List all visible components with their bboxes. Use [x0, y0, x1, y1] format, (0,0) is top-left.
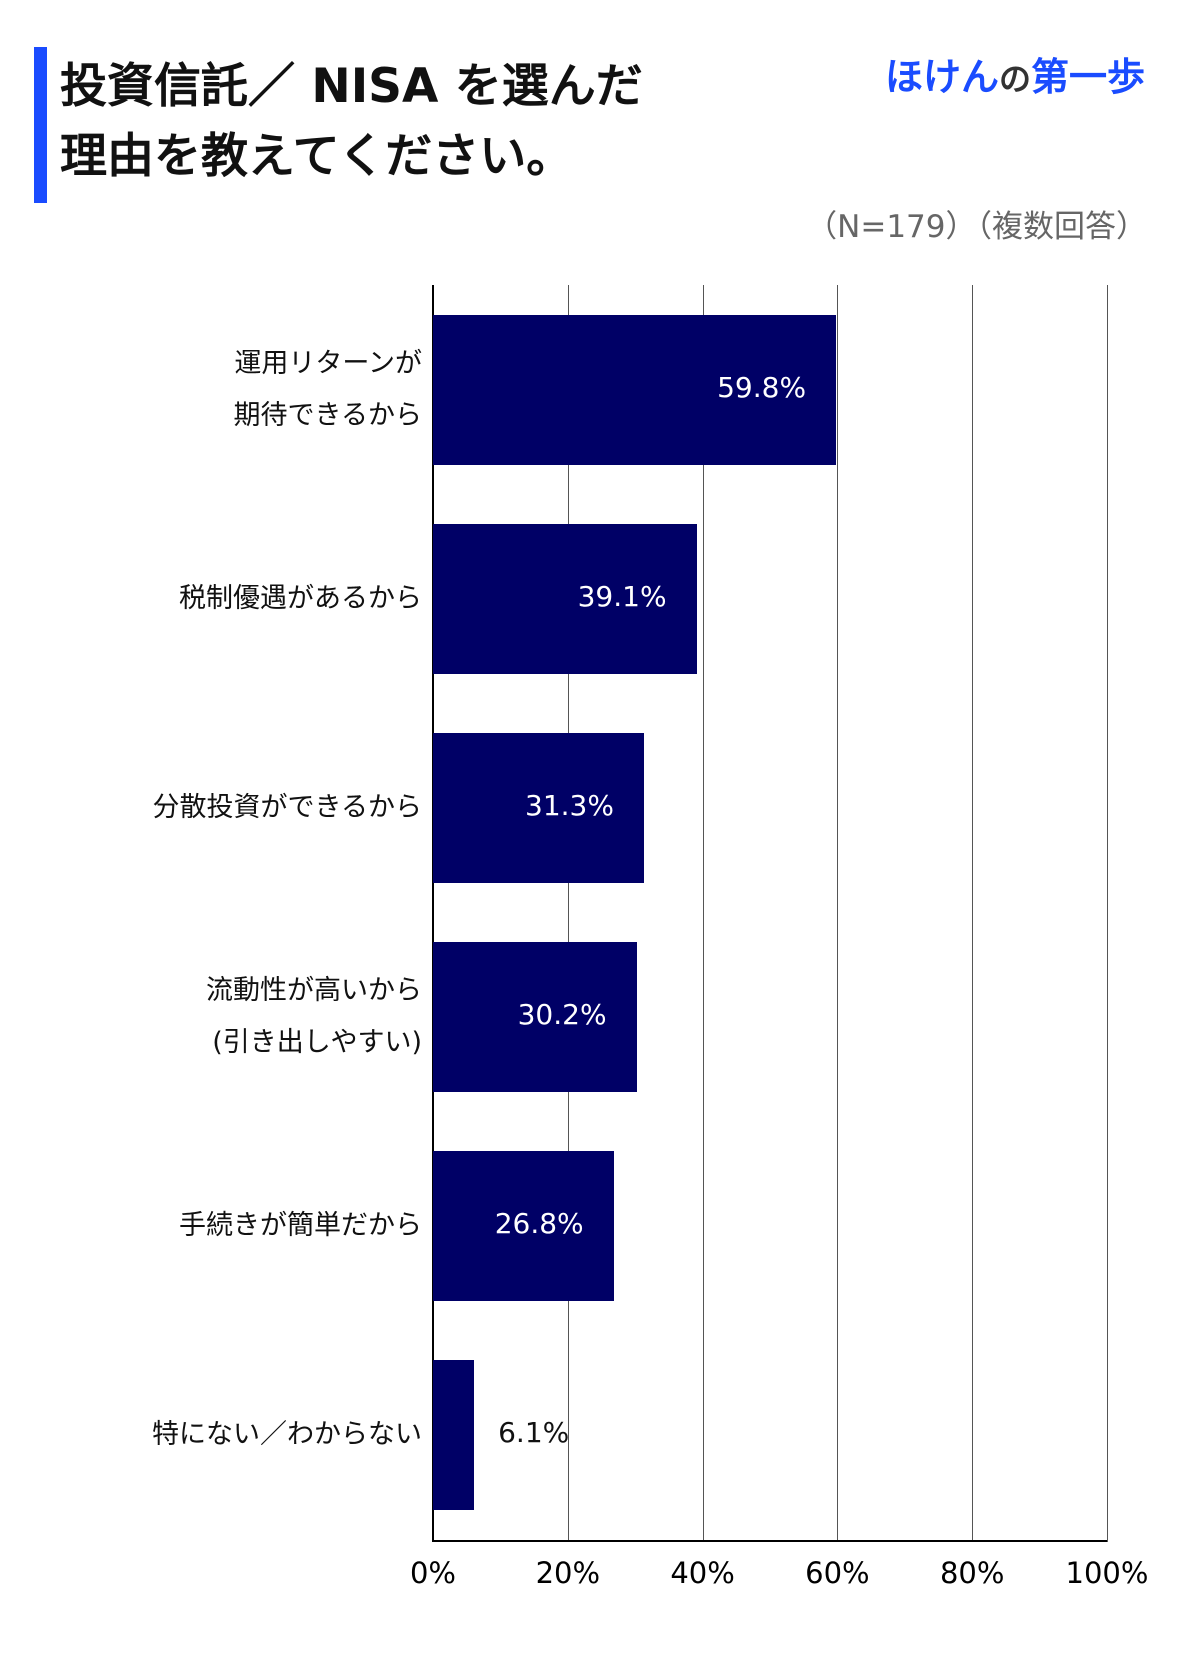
- bar: [433, 1360, 475, 1510]
- category-label: 税制優遇があるから: [179, 583, 422, 614]
- gridline-0: [432, 285, 434, 1542]
- category-label: 特にない／わからない: [152, 1419, 422, 1450]
- x-tick-label: 40%: [670, 1556, 735, 1590]
- x-tick-label: 20%: [535, 1556, 601, 1590]
- bar: [433, 1151, 614, 1301]
- chart-title-line-1: 投資信託／ NISA を選んだ: [60, 59, 643, 114]
- category-label: 手続きが簡単だから: [179, 1210, 422, 1241]
- gridline-40: [702, 285, 704, 1542]
- gridline-60: [837, 285, 839, 1542]
- chart-title-line-2: 理由を教えてください。: [60, 129, 574, 184]
- bar-value-label: 26.8%: [494, 1207, 584, 1240]
- x-tick-label: 60%: [805, 1556, 870, 1590]
- gridline-80: [972, 285, 974, 1542]
- x-tick-label: 0%: [409, 1556, 456, 1590]
- bar: [433, 942, 637, 1092]
- gridline-20: [567, 285, 569, 1542]
- chart-title: 投資信託／ NISA を選んだ 理由を教えてください。: [60, 52, 643, 192]
- gridline-100: [1107, 285, 1108, 1542]
- category-label: 運用リターンが 期待できるから: [233, 348, 422, 431]
- x-axis-line: [433, 1540, 1107, 1542]
- brand-logo: ほけんの第一歩: [850, 52, 1145, 104]
- bar-value-label: 31.3%: [525, 789, 614, 822]
- sample-size-note: （N=179）（複数回答）: [806, 209, 1147, 245]
- bar: [433, 733, 644, 883]
- bar-value-label: 6.1%: [498, 1416, 570, 1449]
- bar-value-label: 39.1%: [577, 580, 667, 613]
- logo-part-no: の: [998, 60, 1031, 98]
- bar-value-label: 30.2%: [517, 998, 607, 1031]
- logo-part-hoken: ほけん: [884, 55, 999, 99]
- plot-area: 59.8% 39.1% 31.3% 30.2% 26.8% 6.1%: [432, 285, 1108, 1542]
- x-tick-label: 100%: [1065, 1556, 1149, 1590]
- category-label: 分散投資ができるから: [152, 792, 422, 823]
- category-label: 流動性が高いから (引き出しやすい): [206, 975, 422, 1058]
- bar: [433, 524, 697, 674]
- bar: [433, 315, 837, 465]
- x-tick-label: 80%: [939, 1556, 1005, 1590]
- bar-value-label: 59.8%: [717, 371, 807, 404]
- logo-part-daiippo: 第一歩: [1030, 55, 1145, 99]
- title-accent-bar: [34, 47, 47, 203]
